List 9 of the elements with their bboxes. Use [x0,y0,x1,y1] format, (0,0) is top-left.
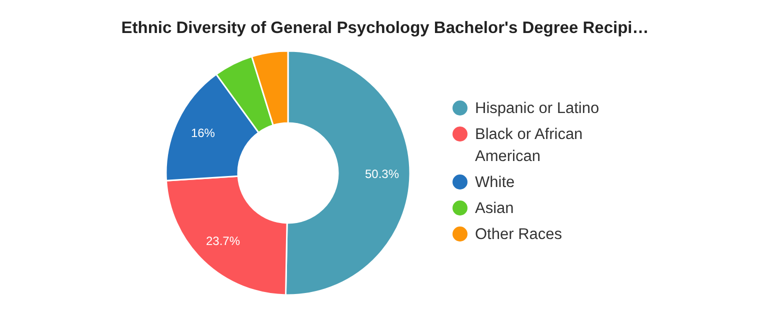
legend-label: Hispanic or Latino [475,100,600,116]
data-label: 16% [190,126,216,140]
chart-title: Ethnic Diversity of General Psychology Bachelor's Degree Recipi… [121,19,649,37]
data-label: 23.7% [206,234,240,248]
legend-label: Asian [475,200,514,216]
legend-label: Black or African American [475,126,583,164]
legend-label: White [475,174,515,190]
legend-label: Other Races [475,226,562,242]
data-label: 50.3% [364,166,400,181]
